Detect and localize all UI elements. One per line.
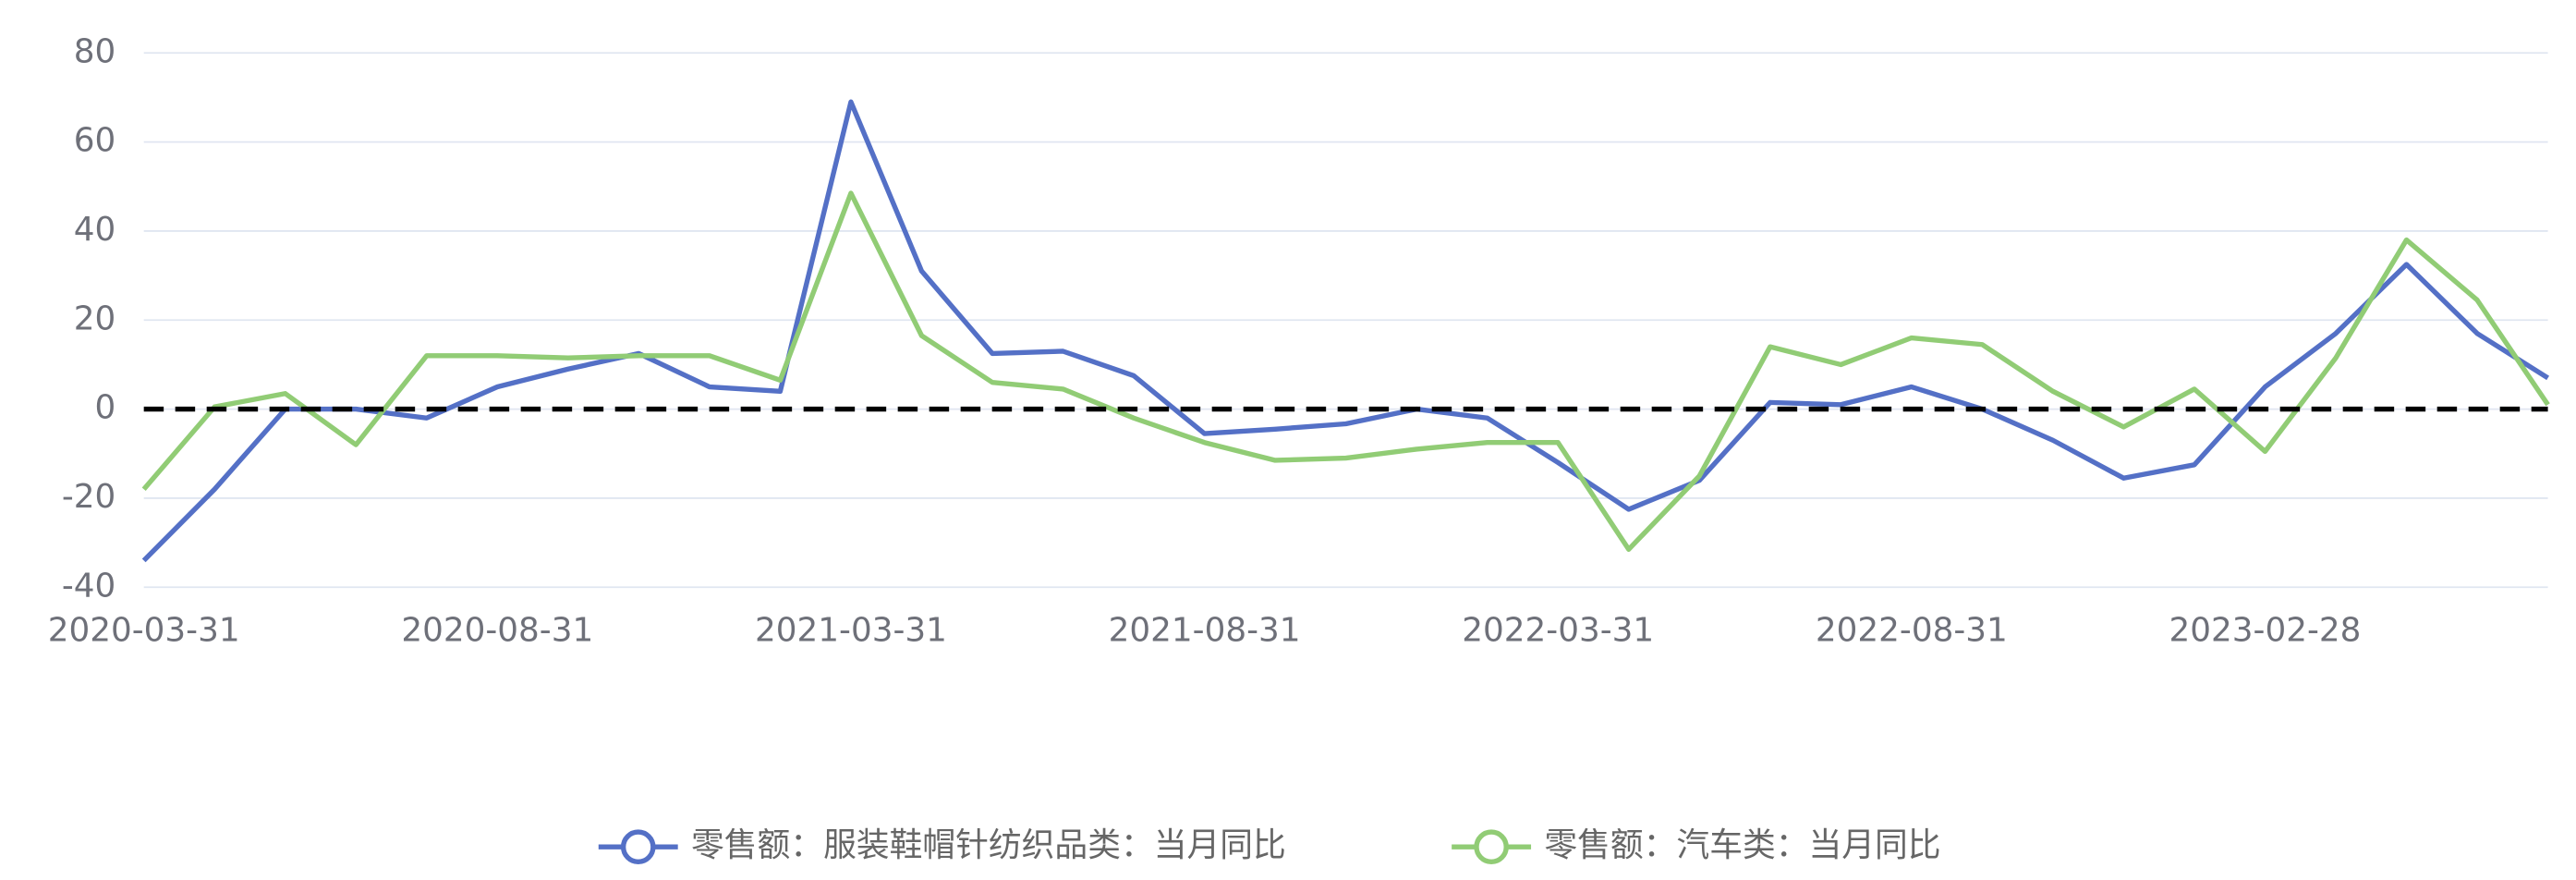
x-tick-label: 2021-03-31: [755, 612, 947, 650]
y-tick-label: 0: [94, 389, 115, 427]
x-tick-label: 2020-08-31: [401, 612, 593, 650]
y-tick-label: -40: [62, 567, 115, 605]
y-tick-label: -20: [62, 478, 115, 516]
series-line: [141, 190, 2550, 553]
x-tick-label: 2023-02-28: [2169, 612, 2362, 650]
series-line: [141, 99, 2550, 563]
x-tick-label: 2022-08-31: [1816, 612, 2008, 650]
x-tick-label: 2020-03-31: [48, 612, 240, 650]
y-tick-label: 40: [74, 211, 116, 249]
legend-marker: [1474, 829, 1509, 864]
legend-marker: [620, 829, 656, 864]
legend-label: 零售额：汽车类：当月同比: [1544, 826, 1940, 864]
y-tick-label: 80: [74, 32, 116, 70]
x-tick-label: 2022-03-31: [1462, 612, 1654, 650]
y-tick-label: 20: [74, 299, 116, 337]
legend-label: 零售额：服装鞋帽针纺织品类：当月同比: [691, 826, 1286, 864]
y-tick-label: 60: [74, 122, 116, 160]
x-tick-label: 2021-08-31: [1109, 612, 1301, 650]
